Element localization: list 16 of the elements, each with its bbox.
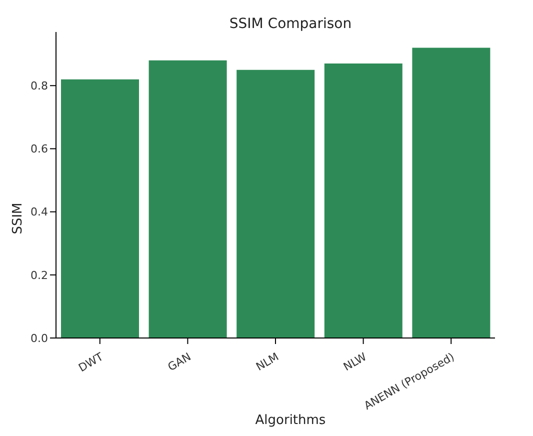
y-tick-label: 0.8 [30,80,48,93]
bar [236,70,315,338]
bar [412,48,490,338]
y-tick-label: 0.0 [30,332,48,345]
y-tick-label: 0.2 [30,268,48,282]
bar [324,64,402,338]
x-tick-label: NLM [254,350,281,374]
y-tick-label: 0.4 [30,206,48,219]
y-tick-label: 0.6 [30,142,48,156]
bar [148,60,227,338]
x-tick-label: NLW [341,350,369,374]
chart-title: SSIM Comparison [228,16,353,32]
x-tick-label: GAN [166,350,194,374]
x-axis-title: Algorithms [254,413,327,428]
bar [61,79,139,338]
y-axis-title: SSIM [10,202,26,234]
